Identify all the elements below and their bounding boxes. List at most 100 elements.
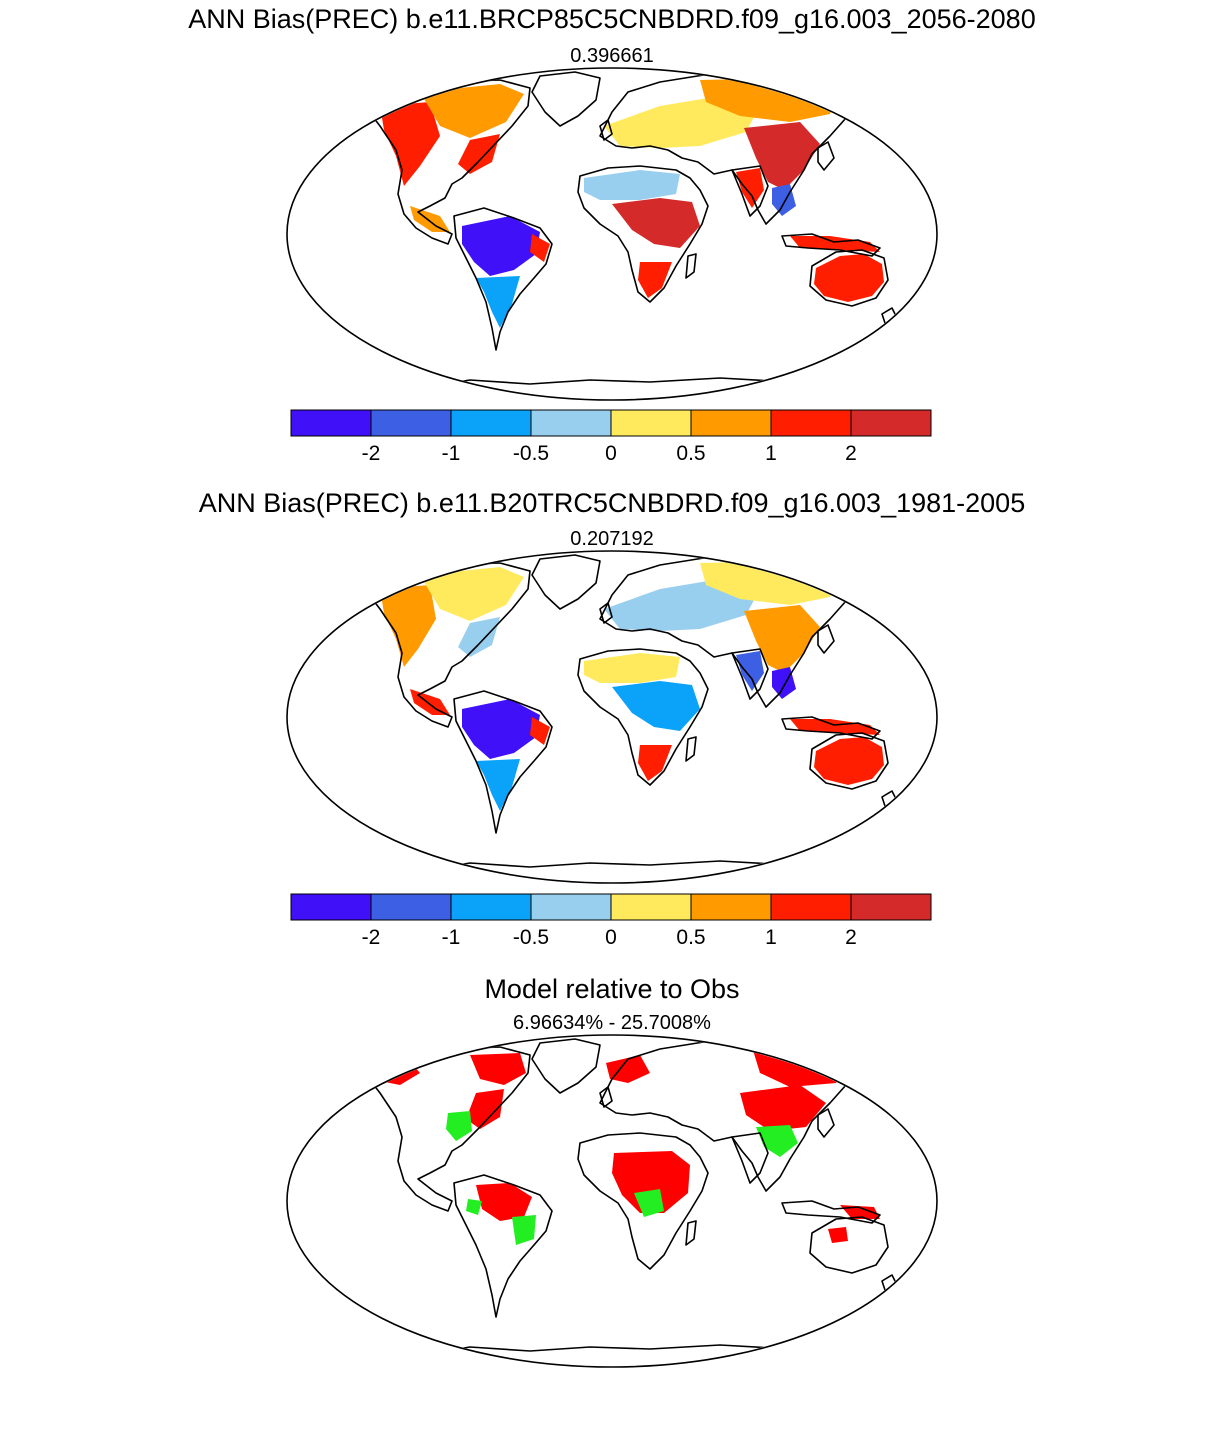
central-america-bias: [410, 689, 450, 715]
central-america-bias: [410, 206, 450, 232]
colorbar-label: 1: [765, 926, 777, 949]
southamerica-coastline: [453, 207, 553, 351]
africa-coastline: [577, 165, 709, 303]
africa-central-worse: [612, 1151, 690, 1213]
colorbar-swatch: [610, 893, 692, 921]
southamerica-coastline: [453, 690, 553, 834]
panel3-subtitle: 6.96634% - 25.7008%: [513, 1012, 711, 1034]
uk-coastline: [599, 1086, 613, 1108]
japan-coastline: [817, 624, 835, 654]
colorbar-swatch: [370, 893, 452, 921]
south-africa-bias: [638, 745, 672, 781]
east-asia-bias: [744, 122, 820, 190]
indonesia-coastline: [781, 716, 881, 740]
colorbar-swatch: [450, 409, 532, 437]
india-coastline: [731, 165, 769, 217]
map-boundary: [286, 1034, 938, 1368]
india-coastline: [731, 1132, 769, 1184]
europe-bias: [604, 579, 760, 631]
maritime-worse: [840, 1205, 880, 1219]
panel2-map: [286, 550, 938, 884]
south-america-south-bias: [476, 759, 520, 811]
africa-central-better: [634, 1189, 664, 1217]
indonesia-coastline: [781, 233, 881, 257]
colorbar-label: -0.5: [513, 442, 549, 465]
south-america-south-bias: [476, 276, 520, 328]
sahara-bias: [584, 653, 680, 683]
colorbar-swatch: [850, 409, 932, 437]
colorbar-swatch: [290, 409, 372, 437]
panel2-colorbar: -2 -1 -0.5 0 0.5 1 2: [290, 893, 932, 949]
india-bias: [736, 651, 764, 691]
panel1-map: [286, 67, 938, 401]
canada-worse: [470, 1053, 526, 1085]
colorbar-swatch: [850, 893, 932, 921]
northamerica-coastline: [365, 562, 531, 728]
ne-brazil-bias: [530, 717, 550, 745]
australia-north-worse: [828, 1227, 848, 1243]
na-north-bias: [420, 84, 524, 138]
sa-west-better: [466, 1199, 482, 1215]
colorbar-swatch: [690, 893, 772, 921]
africa-coastline: [577, 648, 709, 786]
japan-coastline: [817, 1108, 835, 1138]
europe-worse: [606, 1055, 650, 1083]
na-east-bias: [458, 134, 500, 174]
colorbar-swatch: [690, 409, 772, 437]
panel3-map: [286, 1034, 938, 1368]
colorbar-label: 0.5: [676, 442, 705, 465]
colorbar-label: -1: [442, 926, 461, 949]
na-north-bias: [420, 567, 524, 621]
colorbar-swatch: [370, 409, 452, 437]
greenland-coastline: [531, 71, 601, 127]
northamerica-coastline: [365, 79, 531, 245]
map-boundary: [286, 67, 938, 401]
colorbar-swatch: [450, 893, 532, 921]
colorbar-label: 2: [845, 926, 857, 949]
panel1-title: ANN Bias(PREC) b.e11.BRCP85C5CNBDRD.f09_…: [188, 4, 1036, 34]
europe-bias: [604, 96, 760, 148]
greenland-coastline: [531, 1038, 601, 1094]
colorbar-swatch: [530, 409, 612, 437]
india-coastline: [731, 648, 769, 700]
southamerica-coastline: [453, 1174, 553, 1318]
colorbar-label: 0.5: [676, 926, 705, 949]
colorbar-swatch: [770, 409, 852, 437]
colorbar-label: 2: [845, 442, 857, 465]
amazon-bias: [462, 699, 540, 759]
amazon-bias: [462, 216, 540, 276]
japan-coastline: [817, 141, 835, 171]
madagascar-coastline: [685, 1220, 697, 1246]
panel3-title: Model relative to Obs: [484, 974, 740, 1004]
na-west-bias: [380, 585, 436, 667]
northamerica-coastline: [365, 1046, 531, 1212]
colorbar-swatch: [530, 893, 612, 921]
colorbar-label: 0: [605, 926, 617, 949]
colorbar-swatch: [610, 409, 692, 437]
uk-coastline: [599, 119, 613, 141]
na-east-better: [446, 1111, 472, 1141]
south-africa-bias: [638, 262, 672, 298]
australia-coastline: [809, 1216, 889, 1274]
na-east-worse: [466, 1089, 504, 1129]
uk-coastline: [599, 602, 613, 624]
colorbar-swatch: [290, 893, 372, 921]
ne-brazil-bias: [530, 234, 550, 262]
colorbar-label: -1: [442, 442, 461, 465]
australia-bias: [814, 254, 884, 302]
panel2-subtitle: 0.207192: [570, 528, 654, 550]
na-west-bias: [380, 102, 440, 186]
colorbar-label: -0.5: [513, 926, 549, 949]
panel1-colorbar: -2 -1 -0.5 0 0.5 1 2: [290, 409, 932, 465]
madagascar-coastline: [685, 736, 697, 762]
china-worse: [740, 1085, 826, 1131]
sahel-bias: [612, 198, 700, 248]
sahel-bias: [612, 681, 700, 731]
colorbar-label: -2: [362, 926, 381, 949]
sa-east-better: [512, 1215, 536, 1245]
colorbar-label: -2: [362, 442, 381, 465]
sa-north-worse: [476, 1183, 532, 1221]
indonesia-coastline: [781, 1200, 881, 1224]
sahara-bias: [584, 170, 680, 200]
panel1-subtitle: 0.396661: [570, 45, 654, 67]
